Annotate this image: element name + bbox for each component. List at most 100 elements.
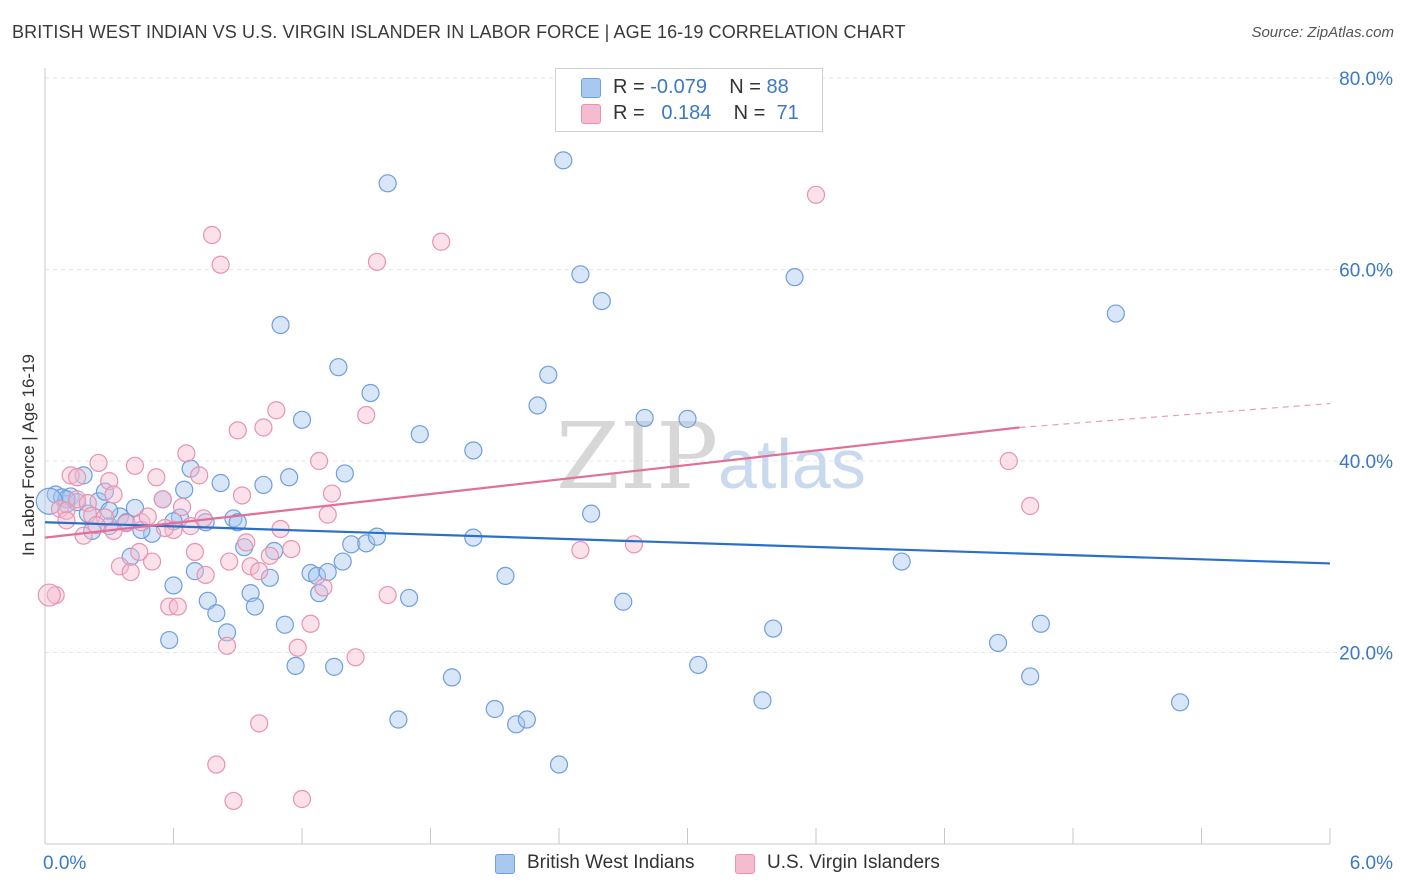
data-point <box>678 409 697 428</box>
legend-n-label: N = <box>729 76 761 98</box>
data-point <box>237 533 256 552</box>
legend-label: British West Indians <box>527 852 695 873</box>
data-point <box>172 497 192 517</box>
data-point <box>207 604 226 623</box>
data-point <box>177 444 196 463</box>
data-point <box>57 511 76 530</box>
data-point <box>335 464 354 483</box>
data-point <box>333 552 352 571</box>
data-point <box>1021 496 1040 516</box>
data-point <box>50 499 70 518</box>
data-point <box>464 528 483 547</box>
data-point <box>104 485 123 504</box>
data-point <box>614 592 633 611</box>
legend-swatch-blue <box>495 854 515 874</box>
legend-n-value: 71 <box>776 102 799 124</box>
data-point <box>496 566 515 586</box>
data-point <box>224 791 243 811</box>
data-point <box>410 425 429 444</box>
data-point <box>464 441 483 460</box>
x-tick-label: 0.0% <box>43 853 86 874</box>
chart-title: BRITISH WEST INDIAN VS U.S. VIRGIN ISLAN… <box>12 22 906 42</box>
data-point <box>367 527 387 546</box>
data-point <box>220 552 239 571</box>
correlation-legend: R = -0.079 N = 88 R = 0.184 N = 71 <box>555 68 823 132</box>
data-point <box>110 557 130 576</box>
data-point <box>485 699 504 719</box>
data-point <box>378 174 397 193</box>
data-point <box>329 358 348 377</box>
legend-r-label: R = <box>613 76 645 98</box>
y-axis-label: In Labor Force | Age 16-19 <box>19 354 38 556</box>
data-point <box>442 668 462 687</box>
data-point <box>592 291 611 311</box>
trend-line-british-west-indians <box>44 521 1331 565</box>
data-point <box>378 585 397 605</box>
data-point <box>260 546 279 565</box>
x-tick-label: 6.0% <box>1350 853 1393 874</box>
data-point <box>292 410 312 429</box>
data-point <box>61 466 80 485</box>
data-point <box>549 755 569 774</box>
data-point <box>764 619 783 638</box>
data-point <box>155 518 175 538</box>
data-point <box>582 504 601 523</box>
data-point <box>228 421 247 440</box>
legend-n-label: N = <box>733 102 766 124</box>
data-point <box>142 552 162 571</box>
data-point <box>280 468 299 487</box>
legend-swatch-pink <box>581 104 601 124</box>
data-point <box>130 542 149 562</box>
data-point <box>554 151 573 170</box>
data-point <box>168 597 187 616</box>
tick-labels: 20.0% 40.0% 60.0% 80.0% 0.0% 6.0% <box>43 69 1393 874</box>
data-point <box>254 418 273 437</box>
data-point <box>399 588 419 608</box>
legend-swatch-pink <box>735 854 755 874</box>
data-point <box>318 505 337 524</box>
data-point <box>785 268 804 287</box>
data-point <box>507 715 526 734</box>
legend-r-value: -0.079 <box>650 76 707 98</box>
data-point <box>241 584 260 603</box>
legend-r-value: 0.184 <box>661 102 712 124</box>
data-point <box>147 468 166 487</box>
y-tick-label: 40.0% <box>1339 452 1393 473</box>
data-point <box>125 456 145 475</box>
data-point <box>202 225 222 245</box>
data-point <box>211 473 230 493</box>
y-tick-label: 20.0% <box>1339 644 1393 665</box>
data-point <box>267 401 286 420</box>
data-point <box>271 315 290 335</box>
data-point <box>689 655 708 675</box>
legend-n-value: 88 <box>766 76 789 98</box>
data-point <box>74 526 93 545</box>
data-point <box>68 468 87 487</box>
data-point <box>245 597 264 616</box>
data-point <box>292 789 312 809</box>
legend-r-label: R = <box>613 102 645 124</box>
data-point <box>175 480 194 499</box>
data-point <box>185 562 205 581</box>
data-point <box>988 633 1008 653</box>
data-point <box>432 232 451 251</box>
data-point <box>211 255 230 274</box>
trend-line-us-virgin-islanders-extension <box>1019 402 1331 429</box>
grid-lines <box>45 77 1392 653</box>
data-point <box>250 714 269 733</box>
trend-line-us-virgin-islanders <box>44 426 1020 539</box>
data-point <box>539 365 558 384</box>
data-point <box>301 614 320 633</box>
data-point <box>217 623 237 642</box>
data-point <box>153 490 172 509</box>
source-label: Source: ZipAtlas.com <box>1251 24 1394 41</box>
data-point <box>228 513 247 532</box>
data-point <box>164 576 183 595</box>
data-point <box>190 466 209 485</box>
data-point <box>571 540 590 560</box>
data-point <box>1106 304 1125 323</box>
data-point <box>892 552 911 571</box>
data-point <box>288 638 307 657</box>
data-point <box>138 507 157 526</box>
data-point <box>74 466 93 485</box>
